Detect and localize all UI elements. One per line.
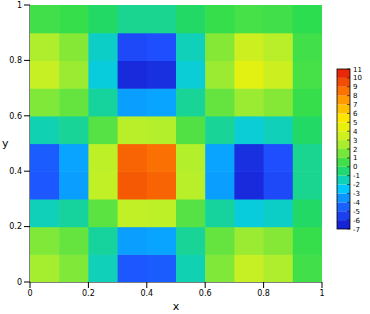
- svg-text:4: 4: [353, 128, 358, 136]
- svg-text:1: 1: [319, 289, 324, 298]
- svg-text:2: 2: [353, 146, 357, 154]
- svg-text:-6: -6: [353, 217, 361, 225]
- svg-text:-4: -4: [353, 199, 361, 207]
- svg-text:7: 7: [353, 101, 357, 109]
- svg-text:0.4: 0.4: [140, 289, 153, 298]
- svg-text:x: x: [173, 300, 180, 310]
- svg-text:9: 9: [353, 83, 357, 91]
- svg-text:-7: -7: [353, 226, 360, 234]
- svg-text:-3: -3: [353, 190, 360, 198]
- svg-text:0.2: 0.2: [82, 289, 95, 298]
- svg-text:y: y: [8, 137, 9, 150]
- svg-text:3: 3: [353, 137, 357, 145]
- svg-text:10: 10: [353, 74, 362, 82]
- svg-text:-1: -1: [353, 172, 360, 180]
- svg-text:0.6: 0.6: [9, 112, 22, 121]
- svg-text:0: 0: [353, 163, 357, 171]
- svg-text:8: 8: [353, 92, 357, 100]
- svg-text:1: 1: [353, 154, 357, 162]
- svg-text:-5: -5: [353, 208, 360, 216]
- svg-text:1: 1: [17, 1, 22, 10]
- svg-text:5: 5: [353, 119, 357, 127]
- svg-text:0: 0: [27, 289, 32, 298]
- svg-text:-2: -2: [353, 181, 360, 189]
- svg-text:11: 11: [353, 66, 362, 74]
- svg-text:6: 6: [353, 110, 358, 118]
- svg-text:0.4: 0.4: [9, 167, 22, 176]
- svg-text:0.6: 0.6: [199, 289, 212, 298]
- svg-text:0: 0: [17, 278, 22, 287]
- svg-text:0.2: 0.2: [9, 222, 22, 231]
- svg-text:0.8: 0.8: [9, 56, 22, 65]
- svg-text:0.8: 0.8: [257, 289, 270, 298]
